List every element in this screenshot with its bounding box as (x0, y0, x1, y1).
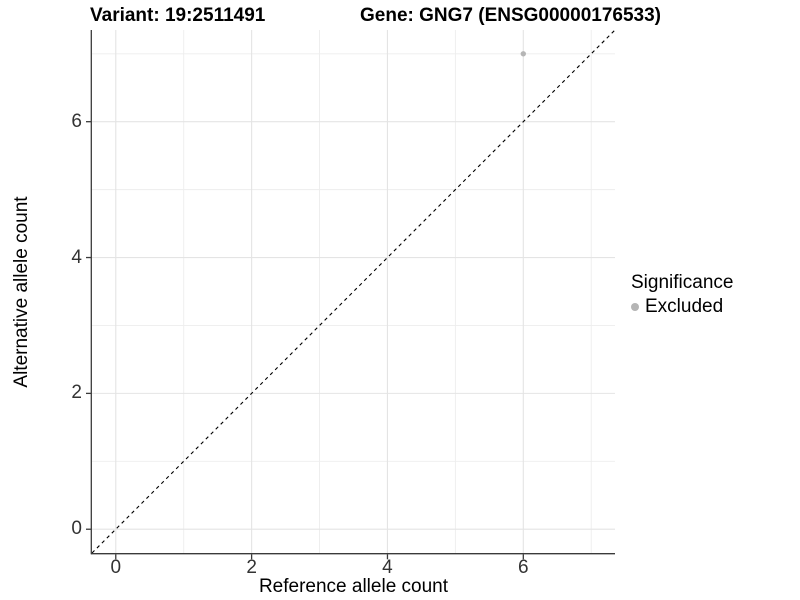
grid-layer (92, 30, 615, 553)
legend-title: Significance (631, 272, 734, 293)
legend: Significance Excluded (631, 272, 733, 318)
legend-item-label: Excluded (645, 296, 724, 317)
x-tick-label: 4 (382, 557, 393, 578)
legend-item: Excluded (631, 296, 733, 318)
legend-items: Excluded (631, 296, 733, 318)
data-point (520, 51, 527, 57)
plot-title-variant: Variant: 19:2511491 (90, 5, 266, 26)
x-tick-label: 6 (518, 557, 529, 578)
axis-layer (86, 30, 615, 560)
x-tick-label: 2 (246, 557, 257, 578)
x-axis-title: Reference allele count (258, 576, 449, 597)
y-tick-label: 4 (71, 246, 82, 268)
legend-point-icon (631, 303, 639, 311)
y-tick-label: 6 (71, 110, 82, 132)
y-tick-label: 2 (71, 382, 82, 404)
plot-title-gene: Gene: GNG7 (ENSG00000176533) (360, 5, 661, 26)
shape-layer (92, 30, 615, 553)
y-axis-title: Alternative allele count (11, 196, 32, 388)
identity-reference-line (92, 30, 615, 553)
x-tick-label: 0 (110, 557, 122, 578)
y-tick-label: 0 (71, 518, 82, 540)
